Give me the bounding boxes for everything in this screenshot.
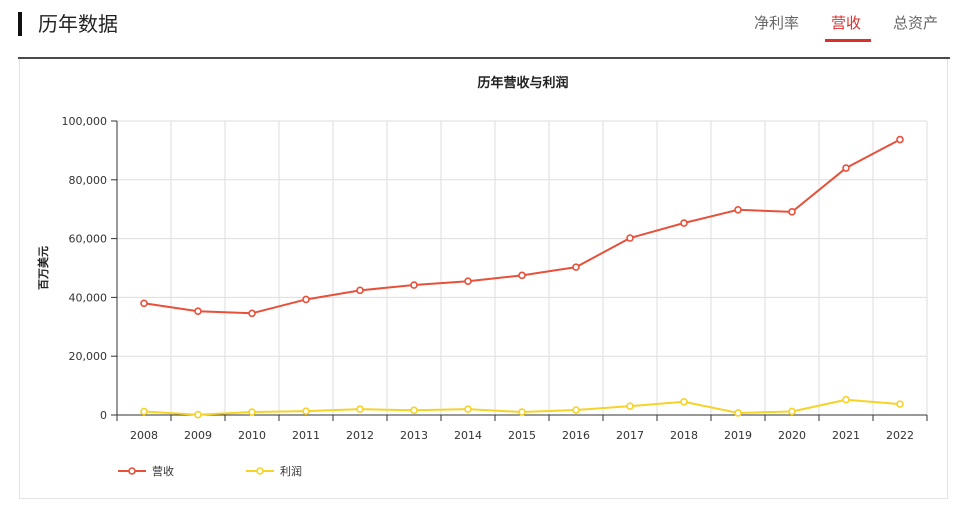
data-point[interactable] <box>464 405 472 413</box>
data-point[interactable] <box>410 406 418 415</box>
y-tick-label: 60,000 <box>69 233 108 246</box>
data-point[interactable] <box>356 286 364 295</box>
data-point[interactable] <box>518 271 526 280</box>
x-tick-label: 2019 <box>724 429 752 442</box>
chart-container: 历年营收与利润 0 20,000 40,000 60,000 80,000 100,000… <box>19 59 948 499</box>
y-tick-label: 20,000 <box>69 350 108 363</box>
axis-layer: 0 20,000 40,000 60,000 80,000 100,000 2008 2009… <box>36 115 928 442</box>
series-layer <box>140 135 904 419</box>
x-tick-label: 2016 <box>562 429 590 442</box>
chart-title: 历年营收与利润 <box>477 75 568 91</box>
x-tick-label: 2008 <box>130 429 158 442</box>
data-point[interactable] <box>680 219 688 227</box>
data-point[interactable] <box>734 409 742 417</box>
legend-swatch-marker[interactable] <box>256 467 264 475</box>
data-point[interactable] <box>896 400 904 408</box>
x-tick-label: 2013 <box>400 429 428 442</box>
line-chart: 历年营收与利润 0 20,000 40,000 60,000 80,000 100,000… <box>36 75 928 478</box>
x-tick-label: 2018 <box>670 429 698 442</box>
legend: 营收 利润 <box>118 464 302 478</box>
page-title: 历年数据 <box>38 12 118 36</box>
legend-label[interactable]: 利润 <box>280 464 302 478</box>
data-point[interactable] <box>734 205 742 214</box>
data-point[interactable] <box>842 164 850 172</box>
y-tick-label: 40,000 <box>69 291 108 304</box>
page-header: 历年数据 净利率 营收 总资产 <box>0 0 960 59</box>
legend-label[interactable]: 营收 <box>152 464 174 478</box>
data-point[interactable] <box>788 407 796 416</box>
series-line-revenue <box>143 138 901 315</box>
data-point[interactable] <box>410 281 418 289</box>
data-point[interactable] <box>302 295 310 304</box>
legend-swatch-marker[interactable] <box>128 467 136 475</box>
data-point[interactable] <box>464 277 472 286</box>
header-divider <box>18 57 950 59</box>
data-point[interactable] <box>896 135 904 144</box>
data-point[interactable] <box>140 407 148 416</box>
y-tick-label: 100,000 <box>62 115 108 128</box>
data-point[interactable] <box>842 395 850 404</box>
grid-layer <box>117 120 928 415</box>
x-tick-label: 2009 <box>184 429 212 442</box>
y-axis-label: 百万美元 <box>36 246 50 290</box>
data-point[interactable] <box>518 408 526 416</box>
x-tick-label: 2015 <box>508 429 536 442</box>
data-point[interactable] <box>356 405 364 413</box>
tab-net-margin[interactable]: 净利率 <box>753 14 799 32</box>
data-point[interactable] <box>248 309 256 318</box>
x-tick-label: 2017 <box>616 429 644 442</box>
tab-total-assets[interactable]: 总资产 <box>892 14 938 32</box>
data-point[interactable] <box>626 402 634 410</box>
data-point[interactable] <box>140 299 148 308</box>
tab-bar: 净利率 营收 总资产 <box>750 12 942 42</box>
x-tick-label: 2010 <box>238 429 266 442</box>
data-point[interactable] <box>194 307 202 316</box>
data-point[interactable] <box>788 208 796 216</box>
tab-revenue[interactable]: 营收 <box>824 12 872 42</box>
title-accent-bar <box>18 12 22 36</box>
y-tick-label: 0 <box>100 409 107 422</box>
data-point[interactable] <box>248 408 256 416</box>
data-point[interactable] <box>680 397 688 406</box>
data-point[interactable] <box>572 406 580 414</box>
data-point[interactable] <box>302 407 310 415</box>
data-point[interactable] <box>194 410 202 419</box>
x-tick-label: 2012 <box>346 429 374 442</box>
data-point[interactable] <box>572 263 580 271</box>
x-tick-label: 2011 <box>292 429 320 442</box>
x-tick-label: 2022 <box>886 429 914 442</box>
x-tick-label: 2014 <box>454 429 482 442</box>
x-tick-label: 2020 <box>778 429 806 442</box>
y-tick-label: 80,000 <box>69 174 108 187</box>
x-tick-label: 2021 <box>832 429 860 442</box>
data-point[interactable] <box>626 234 634 242</box>
